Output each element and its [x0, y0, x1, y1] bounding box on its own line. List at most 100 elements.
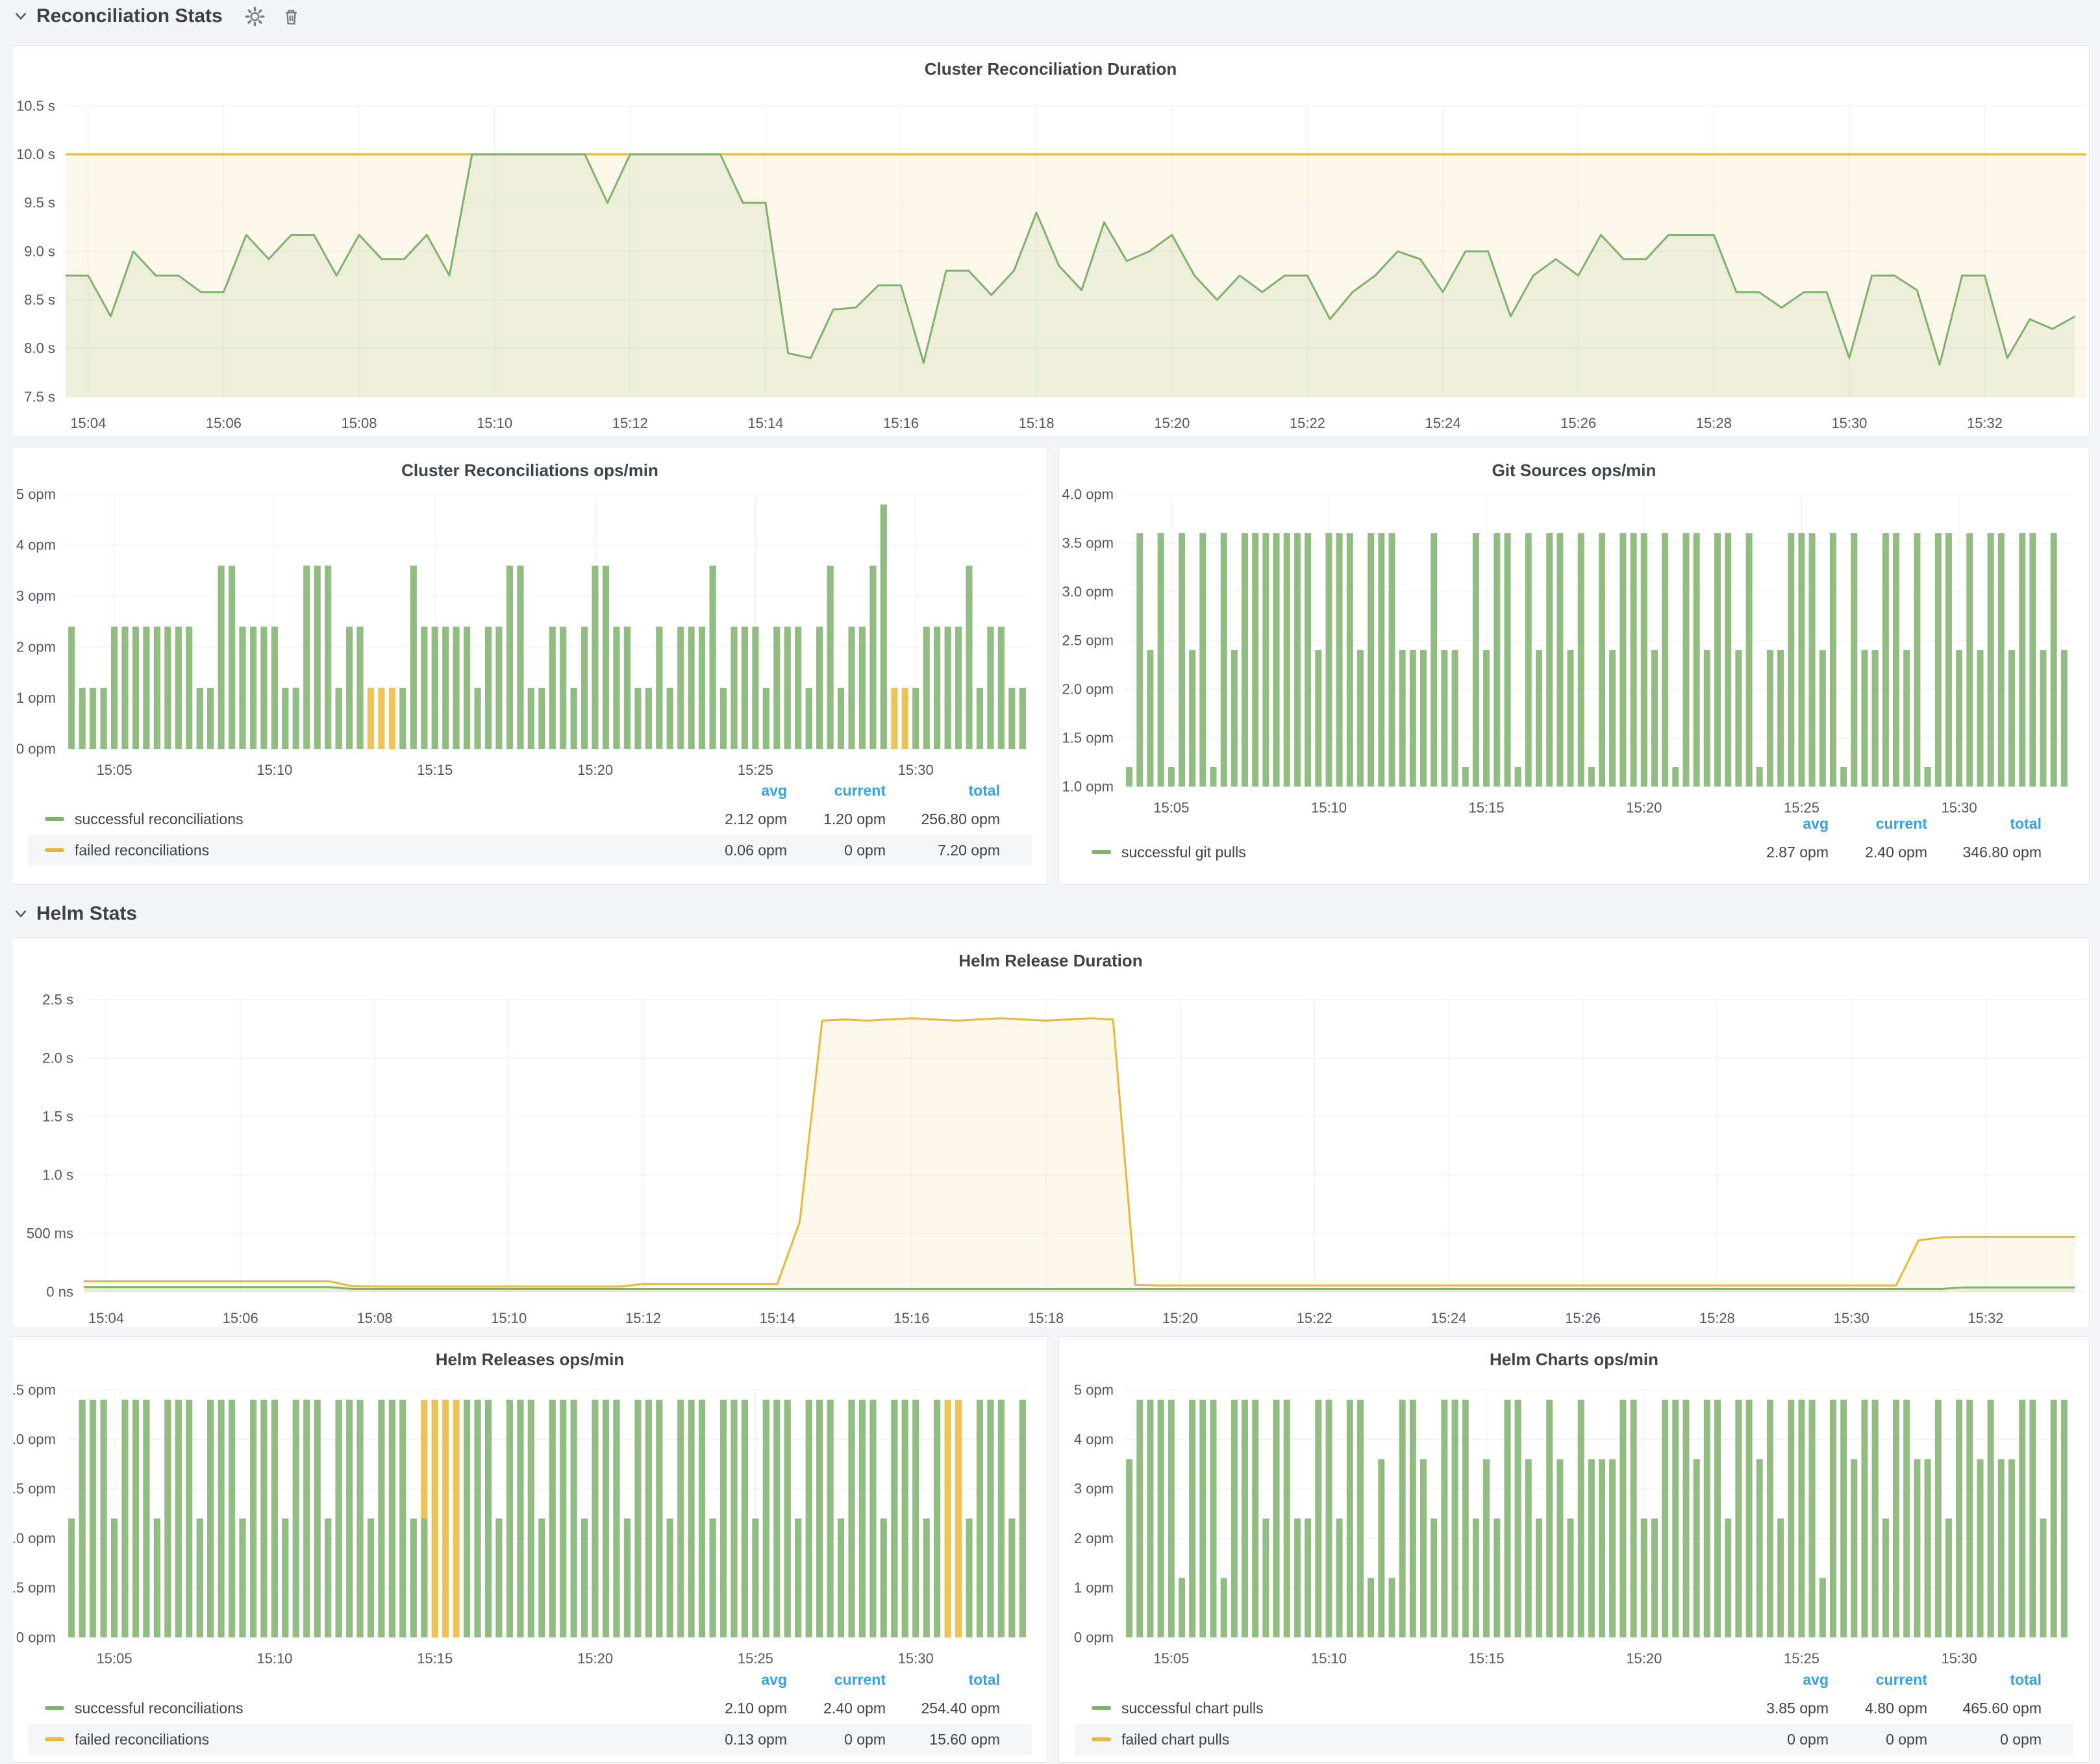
- panel-cluster-reconciliation-duration: Cluster Reconciliation Duration 7.5 s 8.0…: [12, 45, 2090, 436]
- svg-text:15:22: 15:22: [1290, 415, 1325, 431]
- legend-row: failed chart pulls 0 opm 0 opm 0 opm: [1075, 1724, 2073, 1755]
- legend-stat-header[interactable]: current: [1875, 1670, 1927, 1688]
- svg-text:8.5 s: 8.5 s: [24, 292, 55, 308]
- svg-text:15:18: 15:18: [1019, 415, 1055, 431]
- chart-cluster-reconciliation-duration[interactable]: 7.5 s 8.0 s 8.5 s 9.0 s 9.5 s 10.0 s 10.5 s 15:…: [12, 46, 2089, 436]
- legend-stat-header[interactable]: current: [834, 781, 886, 799]
- legend-stat-value: 0 opm: [844, 841, 886, 859]
- svg-text:15:15: 15:15: [1469, 800, 1505, 816]
- svg-text:15:20: 15:20: [577, 762, 613, 778]
- svg-text:1 opm: 1 opm: [16, 690, 56, 706]
- svg-text:1.0 opm: 1.0 opm: [1062, 778, 1114, 794]
- svg-text:15:20: 15:20: [1154, 415, 1190, 431]
- panel-title[interactable]: Git Sources ops/min: [1492, 460, 1656, 480]
- svg-text:15:32: 15:32: [1968, 1310, 2003, 1326]
- panel-git-sources-opm: Git Sources ops/min 1.0 opm 1.5 opm 2.0 op…: [1058, 447, 2090, 885]
- panel-title[interactable]: Cluster Reconciliations ops/min: [401, 460, 658, 480]
- panel-title[interactable]: Helm Releases ops/min: [435, 1350, 625, 1369]
- svg-text:15:26: 15:26: [1560, 415, 1596, 431]
- svg-text:1.0 opm: 1.0 opm: [12, 1530, 56, 1546]
- svg-text:4 opm: 4 opm: [16, 537, 56, 553]
- svg-text:15:05: 15:05: [1153, 1650, 1189, 1667]
- svg-text:15:05: 15:05: [97, 1650, 132, 1667]
- svg-text:15:05: 15:05: [1153, 800, 1189, 816]
- legend-series-label[interactable]: failed reconciliations: [28, 842, 688, 859]
- legend-stat-header[interactable]: total: [2010, 814, 2042, 832]
- panel-title[interactable]: Cluster Reconciliation Duration: [924, 59, 1177, 79]
- legend-git-sources: avg current total successful git pulls 2.87 …: [1075, 811, 2073, 868]
- svg-text:15:10: 15:10: [256, 1650, 292, 1667]
- legend-row: successful reconciliations 2.12 opm 1.20 o…: [28, 803, 1032, 835]
- svg-text:15:22: 15:22: [1297, 1310, 1332, 1326]
- legend-stat-header[interactable]: total: [968, 1670, 1000, 1688]
- legend-series-label[interactable]: successful reconciliations: [28, 1700, 688, 1717]
- svg-text:15:24: 15:24: [1425, 415, 1460, 431]
- svg-text:3 opm: 3 opm: [16, 588, 56, 604]
- legend-row: failed reconciliations 0.06 opm 0 opm 7.20 …: [28, 835, 1032, 866]
- svg-text:5 opm: 5 opm: [1074, 1381, 1114, 1398]
- legend-stat-header[interactable]: avg: [761, 1670, 787, 1688]
- legend-stat-header[interactable]: total: [968, 781, 1000, 799]
- panel-title[interactable]: Helm Release Duration: [958, 951, 1143, 970]
- legend-stat-header[interactable]: avg: [1803, 1670, 1829, 1688]
- chart-helm-release-duration[interactable]: 0 ns 500 ms 1.0 s 1.5 s 2.0 s 2.5 s 15:04 15:06…: [12, 938, 2089, 1328]
- svg-text:15:20: 15:20: [577, 1650, 613, 1667]
- legend-stat-value: 2.40 opm: [1865, 843, 1927, 861]
- svg-text:15:30: 15:30: [1942, 1650, 1977, 1667]
- legend-series-label[interactable]: successful git pulls: [1075, 844, 1730, 861]
- svg-text:1 opm: 1 opm: [1074, 1580, 1114, 1596]
- chart-helm-releases-opm[interactable]: 0 opm 0.5 opm 1.0 opm 1.5 opm 2.0 opm 2.5 opm…: [12, 1337, 1047, 1762]
- legend-stat-header[interactable]: total: [2010, 1670, 2042, 1688]
- legend-series-label[interactable]: failed chart pulls: [1075, 1731, 1730, 1748]
- svg-text:15:04: 15:04: [88, 1310, 124, 1326]
- legend-stat-header[interactable]: avg: [761, 781, 787, 799]
- svg-text:15:25: 15:25: [738, 1650, 773, 1667]
- svg-text:2.5 s: 2.5 s: [42, 991, 73, 1007]
- svg-text:2 opm: 2 opm: [16, 638, 56, 655]
- legend-stat-value: 1.20 opm: [823, 810, 886, 827]
- trash-icon[interactable]: [282, 7, 301, 26]
- svg-text:15:18: 15:18: [1028, 1310, 1064, 1326]
- legend-swatch-icon: [1092, 1737, 1111, 1741]
- svg-text:8.0 s: 8.0 s: [24, 340, 55, 357]
- svg-text:2.0 opm: 2.0 opm: [1062, 681, 1114, 697]
- chart-git-sources-opm[interactable]: 1.0 opm 1.5 opm 2.0 opm 2.5 opm 3.0 opm 3.5 o…: [1059, 447, 2089, 884]
- panel-helm-releases-opm: Helm Releases ops/min 0 opm 0.5 opm 1.0 op…: [12, 1336, 1048, 1763]
- svg-text:500 ms: 500 ms: [27, 1225, 73, 1241]
- legend-stat-value: 15.60 opm: [929, 1730, 1000, 1748]
- legend-header-row: avg current total: [28, 777, 1032, 803]
- legend-stat-value: 0.06 opm: [725, 841, 787, 859]
- legend-stat-value: 465.60 opm: [1962, 1699, 2042, 1717]
- legend-row: successful chart pulls 3.85 opm 4.80 opm 46…: [1075, 1693, 2073, 1724]
- legend-stat-value: 0 opm: [1886, 1730, 1927, 1748]
- legend-row: successful git pulls 2.87 opm 2.40 opm 346.…: [1075, 837, 2073, 868]
- svg-text:15:06: 15:06: [206, 415, 242, 431]
- svg-text:15:28: 15:28: [1699, 1310, 1735, 1326]
- section-header-helm-stats[interactable]: Helm Stats: [13, 903, 137, 925]
- legend-stat-header[interactable]: current: [834, 1670, 886, 1688]
- svg-text:15:10: 15:10: [1311, 800, 1347, 816]
- legend-header-row: avg current total: [1075, 811, 2073, 837]
- chart-helm-charts-opm[interactable]: 0 opm 1 opm 2 opm 3 opm 4 opm 5 opm 15:05 15:10…: [1059, 1337, 2089, 1762]
- legend-series-label[interactable]: successful chart pulls: [1075, 1700, 1730, 1717]
- gear-icon[interactable]: [245, 6, 265, 27]
- legend-stat-header[interactable]: avg: [1803, 814, 1829, 832]
- svg-text:15:14: 15:14: [760, 1310, 795, 1326]
- legend-header-row: avg current total: [28, 1667, 1032, 1693]
- svg-text:15:08: 15:08: [356, 1310, 392, 1326]
- legend-stat-value: 2.12 opm: [725, 810, 787, 827]
- section-header-reconciliation-stats[interactable]: Reconciliation Stats: [13, 5, 301, 27]
- panel-title[interactable]: Helm Charts ops/min: [1489, 1350, 1659, 1369]
- legend-series-label[interactable]: failed reconciliations: [28, 1731, 688, 1748]
- svg-text:0 opm: 0 opm: [16, 740, 56, 757]
- legend-stat-header[interactable]: current: [1875, 814, 1927, 832]
- svg-text:15:12: 15:12: [612, 415, 648, 431]
- chevron-down-icon: [15, 910, 27, 918]
- svg-text:5 opm: 5 opm: [16, 486, 56, 502]
- legend-helm-charts: avg current total successful chart pulls 3.8…: [1075, 1667, 2073, 1755]
- svg-text:0 opm: 0 opm: [1074, 1629, 1114, 1645]
- chart-cluster-reconciliations-opm[interactable]: 0 opm 1 opm 2 opm 3 opm 4 opm 5 opm 15:05 15:10…: [12, 447, 1047, 884]
- legend-swatch-icon: [45, 848, 64, 852]
- legend-cluster-reconciliations: avg current total successful reconciliation…: [28, 777, 1032, 866]
- legend-series-label[interactable]: successful reconciliations: [28, 811, 688, 828]
